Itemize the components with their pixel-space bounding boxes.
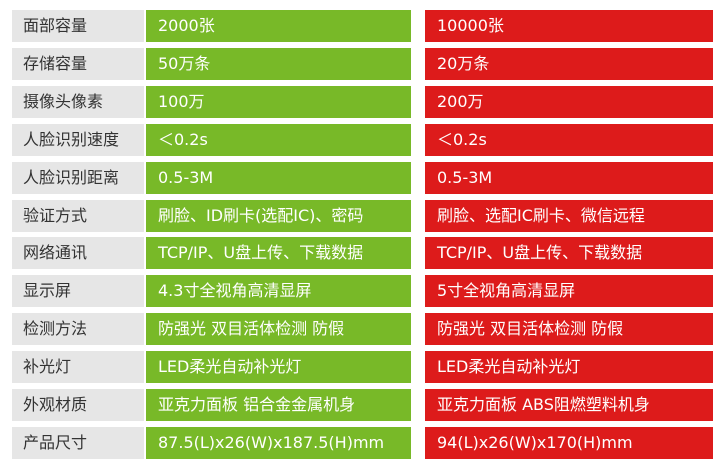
model-b-value: 防强光 双目活体检测 防假 (425, 313, 713, 346)
spec-label: 外观材质 (12, 389, 144, 421)
model-b-value: LED柔光自动补光灯 (425, 351, 713, 384)
model-b-value: 200万 (425, 85, 713, 118)
spec-row: 外观材质 亚克力面板 铝合金金属机身 亚克力面板 ABS阻燃塑料机身 (0, 389, 723, 421)
spec-row: 人脸识别速度 ＜0.2s ＜0.2s (0, 123, 723, 156)
model-a-value: TCP/IP、U盘上传、下载数据 (146, 237, 411, 270)
spec-row: 检测方法 防强光 双目活体检测 防假 防强光 双目活体检测 防假 (0, 313, 723, 346)
spec-row: 人脸识别距离 0.5-3M 0.5-3M (0, 161, 723, 194)
model-b-value: 94(L)x26(W)x170(H)mm (425, 426, 713, 459)
model-a-value: 0.5-3M (146, 161, 411, 194)
spec-label: 人脸识别距离 (12, 161, 144, 194)
spec-label: 网络通讯 (12, 237, 144, 270)
spec-label: 检测方法 (12, 313, 144, 346)
model-a-value: 50万条 (146, 47, 411, 80)
model-a-value: 87.5(L)x26(W)x187.5(H)mm (146, 426, 411, 459)
spec-label: 产品尺寸 (12, 426, 144, 459)
spec-label: 面部容量 (12, 10, 144, 42)
model-a-value: 防强光 双目活体检测 防假 (146, 313, 411, 346)
model-b-value: TCP/IP、U盘上传、下载数据 (425, 237, 713, 270)
model-a-value: ＜0.2s (146, 123, 411, 156)
model-a-value: 100万 (146, 85, 411, 118)
spec-row: 面部容量 2000张 10000张 (0, 10, 723, 42)
model-a-value: 亚克力面板 铝合金金属机身 (146, 389, 411, 421)
model-b-value: ＜0.2s (425, 123, 713, 156)
model-a-value: LED柔光自动补光灯 (146, 351, 411, 384)
spec-label: 人脸识别速度 (12, 123, 144, 156)
spec-row: 显示屏 4.3寸全视角高清显屏 5寸全视角高清显屏 (0, 275, 723, 308)
spec-row: 存储容量 50万条 20万条 (0, 47, 723, 80)
spec-label: 补光灯 (12, 351, 144, 384)
model-b-value: 0.5-3M (425, 161, 713, 194)
spec-label: 显示屏 (12, 275, 144, 308)
model-b-value: 刷脸、选配IC刷卡、微信远程 (425, 199, 713, 232)
spec-label: 验证方式 (12, 199, 144, 232)
spec-label: 存储容量 (12, 47, 144, 80)
model-a-value: 4.3寸全视角高清显屏 (146, 275, 411, 308)
spec-row: 补光灯 LED柔光自动补光灯 LED柔光自动补光灯 (0, 351, 723, 384)
model-a-value: 刷脸、ID刷卡(选配IC)、密码 (146, 199, 411, 232)
model-b-value: 10000张 (425, 10, 713, 42)
model-b-value: 亚克力面板 ABS阻燃塑料机身 (425, 389, 713, 421)
model-b-value: 20万条 (425, 47, 713, 80)
model-a-value: 2000张 (146, 10, 411, 42)
spec-row: 摄像头像素 100万 200万 (0, 85, 723, 118)
spec-label: 摄像头像素 (12, 85, 144, 118)
spec-row: 验证方式 刷脸、ID刷卡(选配IC)、密码 刷脸、选配IC刷卡、微信远程 (0, 199, 723, 232)
spec-row: 产品尺寸 87.5(L)x26(W)x187.5(H)mm 94(L)x26(W)x… (0, 426, 723, 459)
spec-row: 网络通讯 TCP/IP、U盘上传、下载数据 TCP/IP、U盘上传、下载数据 (0, 237, 723, 270)
model-b-value: 5寸全视角高清显屏 (425, 275, 713, 308)
